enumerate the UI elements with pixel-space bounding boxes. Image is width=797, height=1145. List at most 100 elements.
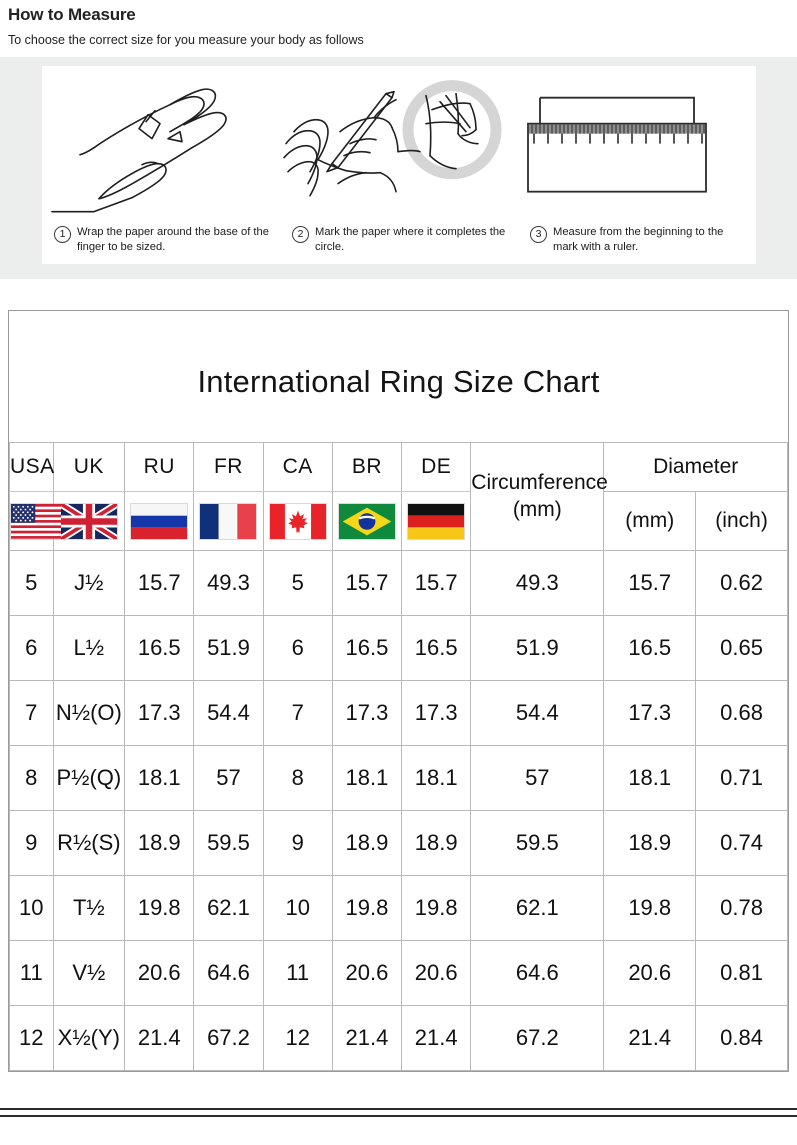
step-3-caption: 3 Measure from the beginning to the mark… <box>518 225 756 264</box>
table-row: 5 J½ 15.7 49.3 5 15.7 15.7 49.3 15.7 0.62 <box>9 550 788 616</box>
cell-usa: 6 <box>9 615 54 681</box>
cell-br: 18.1 <box>331 745 403 811</box>
cell-ru: 21.4 <box>124 1005 195 1071</box>
cell-circumference_mm: 64.6 <box>470 940 605 1006</box>
cell-diameter_inch: 0.68 <box>695 680 788 746</box>
col-header-diameter-mm: (mm) <box>603 491 697 551</box>
hand-with-paper-strip-icon <box>42 66 280 225</box>
ring-size-chart-title: International Ring Size Chart <box>197 364 600 399</box>
cell-usa: 11 <box>9 940 54 1006</box>
cell-fr: 62.1 <box>193 875 264 941</box>
illustration-band: 1 Wrap the paper around the base of the … <box>0 57 797 279</box>
cell-uk: P½(Q) <box>52 745 126 811</box>
cell-diameter_mm: 21.4 <box>603 1005 697 1071</box>
col-header-uk: UK <box>52 442 126 492</box>
cell-circumference_mm: 57 <box>470 745 605 811</box>
cell-ca: 7 <box>262 680 333 746</box>
cell-ru: 17.3 <box>124 680 195 746</box>
flag-fr-icon <box>199 502 258 540</box>
ring-size-table: USA UK RU FR CA BR DE Circumference (mm)… <box>9 442 788 1071</box>
flag-uk-icon <box>59 502 118 540</box>
cell-ru: 18.1 <box>124 745 195 811</box>
cell-uk: R½(S) <box>52 810 126 876</box>
measure-step-3: 3 Measure from the beginning to the mark… <box>518 66 756 264</box>
cell-de: 21.4 <box>401 1005 472 1071</box>
cell-ca: 8 <box>262 745 333 811</box>
cell-uk: T½ <box>52 875 126 941</box>
measure-step-2: 2 Mark the paper where it completes the … <box>280 66 518 264</box>
cell-diameter_mm: 16.5 <box>603 615 697 681</box>
how-to-measure-header: How to Measure To choose the correct siz… <box>0 0 797 47</box>
flag-usa-icon <box>10 502 68 540</box>
step-2-text: Mark the paper where it completes the ci… <box>315 226 506 253</box>
flag-cell-uk <box>52 491 126 551</box>
col-header-ru: RU <box>124 442 195 492</box>
cell-de: 18.1 <box>401 745 472 811</box>
flag-ru-icon <box>130 502 189 540</box>
cell-diameter_mm: 18.9 <box>603 810 697 876</box>
flag-cell-br <box>331 491 403 551</box>
cell-diameter_mm: 15.7 <box>603 550 697 616</box>
ruler-measuring-paper-icon <box>518 66 756 225</box>
cell-usa: 8 <box>9 745 54 811</box>
cell-fr: 57 <box>193 745 264 811</box>
flag-cell-usa <box>9 491 68 551</box>
cell-ru: 19.8 <box>124 875 195 941</box>
cell-uk: V½ <box>52 940 126 1006</box>
cell-diameter_inch: 0.84 <box>695 1005 788 1071</box>
header-row-flags: (mm) (inch) <box>9 491 788 551</box>
cell-ca: 11 <box>262 940 333 1006</box>
col-header-br: BR <box>331 442 403 492</box>
step-2-caption: 2 Mark the paper where it completes the … <box>280 225 518 264</box>
table-row: 8 P½(Q) 18.1 57 8 18.1 18.1 57 18.1 0.71 <box>9 745 788 811</box>
col-header-fr: FR <box>193 442 264 492</box>
cell-ca: 10 <box>262 875 333 941</box>
cell-circumference_mm: 51.9 <box>470 615 605 681</box>
cell-diameter_mm: 19.8 <box>603 875 697 941</box>
cell-fr: 59.5 <box>193 810 264 876</box>
ring-size-chart-container: International Ring Size Chart USA UK RU … <box>8 310 789 1072</box>
table-row: 6 L½ 16.5 51.9 6 16.5 16.5 51.9 16.5 0.65 <box>9 615 788 681</box>
table-row: 11 V½ 20.6 64.6 11 20.6 20.6 64.6 20.6 0.81 <box>9 940 788 1006</box>
cell-usa: 5 <box>9 550 54 616</box>
page-title: How to Measure <box>8 5 136 24</box>
step-3-text: Measure from the beginning to the mark w… <box>553 226 724 253</box>
flag-cell-de <box>401 491 472 551</box>
cell-ca: 12 <box>262 1005 333 1071</box>
cell-br: 18.9 <box>331 810 403 876</box>
table-row: 9 R½(S) 18.9 59.5 9 18.9 18.9 59.5 18.9 0.74 <box>9 810 788 876</box>
cell-diameter_inch: 0.78 <box>695 875 788 941</box>
flag-cell-fr <box>193 491 264 551</box>
cell-diameter_inch: 0.81 <box>695 940 788 1006</box>
cell-de: 19.8 <box>401 875 472 941</box>
cell-ca: 6 <box>262 615 333 681</box>
cell-diameter_mm: 18.1 <box>603 745 697 811</box>
step-3-number: 3 <box>530 226 547 244</box>
cell-uk: L½ <box>52 615 126 681</box>
cell-ca: 5 <box>262 550 333 616</box>
flag-de-icon <box>407 502 466 540</box>
col-header-de: DE <box>401 442 472 492</box>
col-header-diameter-inch: (inch) <box>695 491 788 551</box>
table-row: 7 N½(O) 17.3 54.4 7 17.3 17.3 54.4 17.3 0.68 <box>9 680 788 746</box>
cell-ru: 16.5 <box>124 615 195 681</box>
col-header-ca: CA <box>262 442 333 492</box>
cell-fr: 49.3 <box>193 550 264 616</box>
hand-marking-paper-with-pen-icon <box>280 66 518 225</box>
cell-fr: 51.9 <box>193 615 264 681</box>
ring-size-table-body: 5 J½ 15.7 49.3 5 15.7 15.7 49.3 15.7 0.62 6 L½ 16.5 5… <box>9 550 788 1071</box>
step-1-text: Wrap the paper around the base of the fi… <box>77 226 269 253</box>
cell-diameter_inch: 0.74 <box>695 810 788 876</box>
cell-diameter_inch: 0.62 <box>695 550 788 616</box>
cell-circumference_mm: 62.1 <box>470 875 605 941</box>
measure-step-1: 1 Wrap the paper around the base of the … <box>42 66 280 264</box>
header-row-codes: USA UK RU FR CA BR DE Circumference (mm)… <box>9 442 788 551</box>
cell-ca: 9 <box>262 810 333 876</box>
cell-fr: 54.4 <box>193 680 264 746</box>
cell-de: 18.9 <box>401 810 472 876</box>
cell-de: 16.5 <box>401 615 472 681</box>
cell-circumference_mm: 49.3 <box>470 550 605 616</box>
flag-cell-ca <box>262 491 333 551</box>
cell-diameter_mm: 17.3 <box>603 680 697 746</box>
circumference-label-line1: Circumference <box>471 471 608 495</box>
